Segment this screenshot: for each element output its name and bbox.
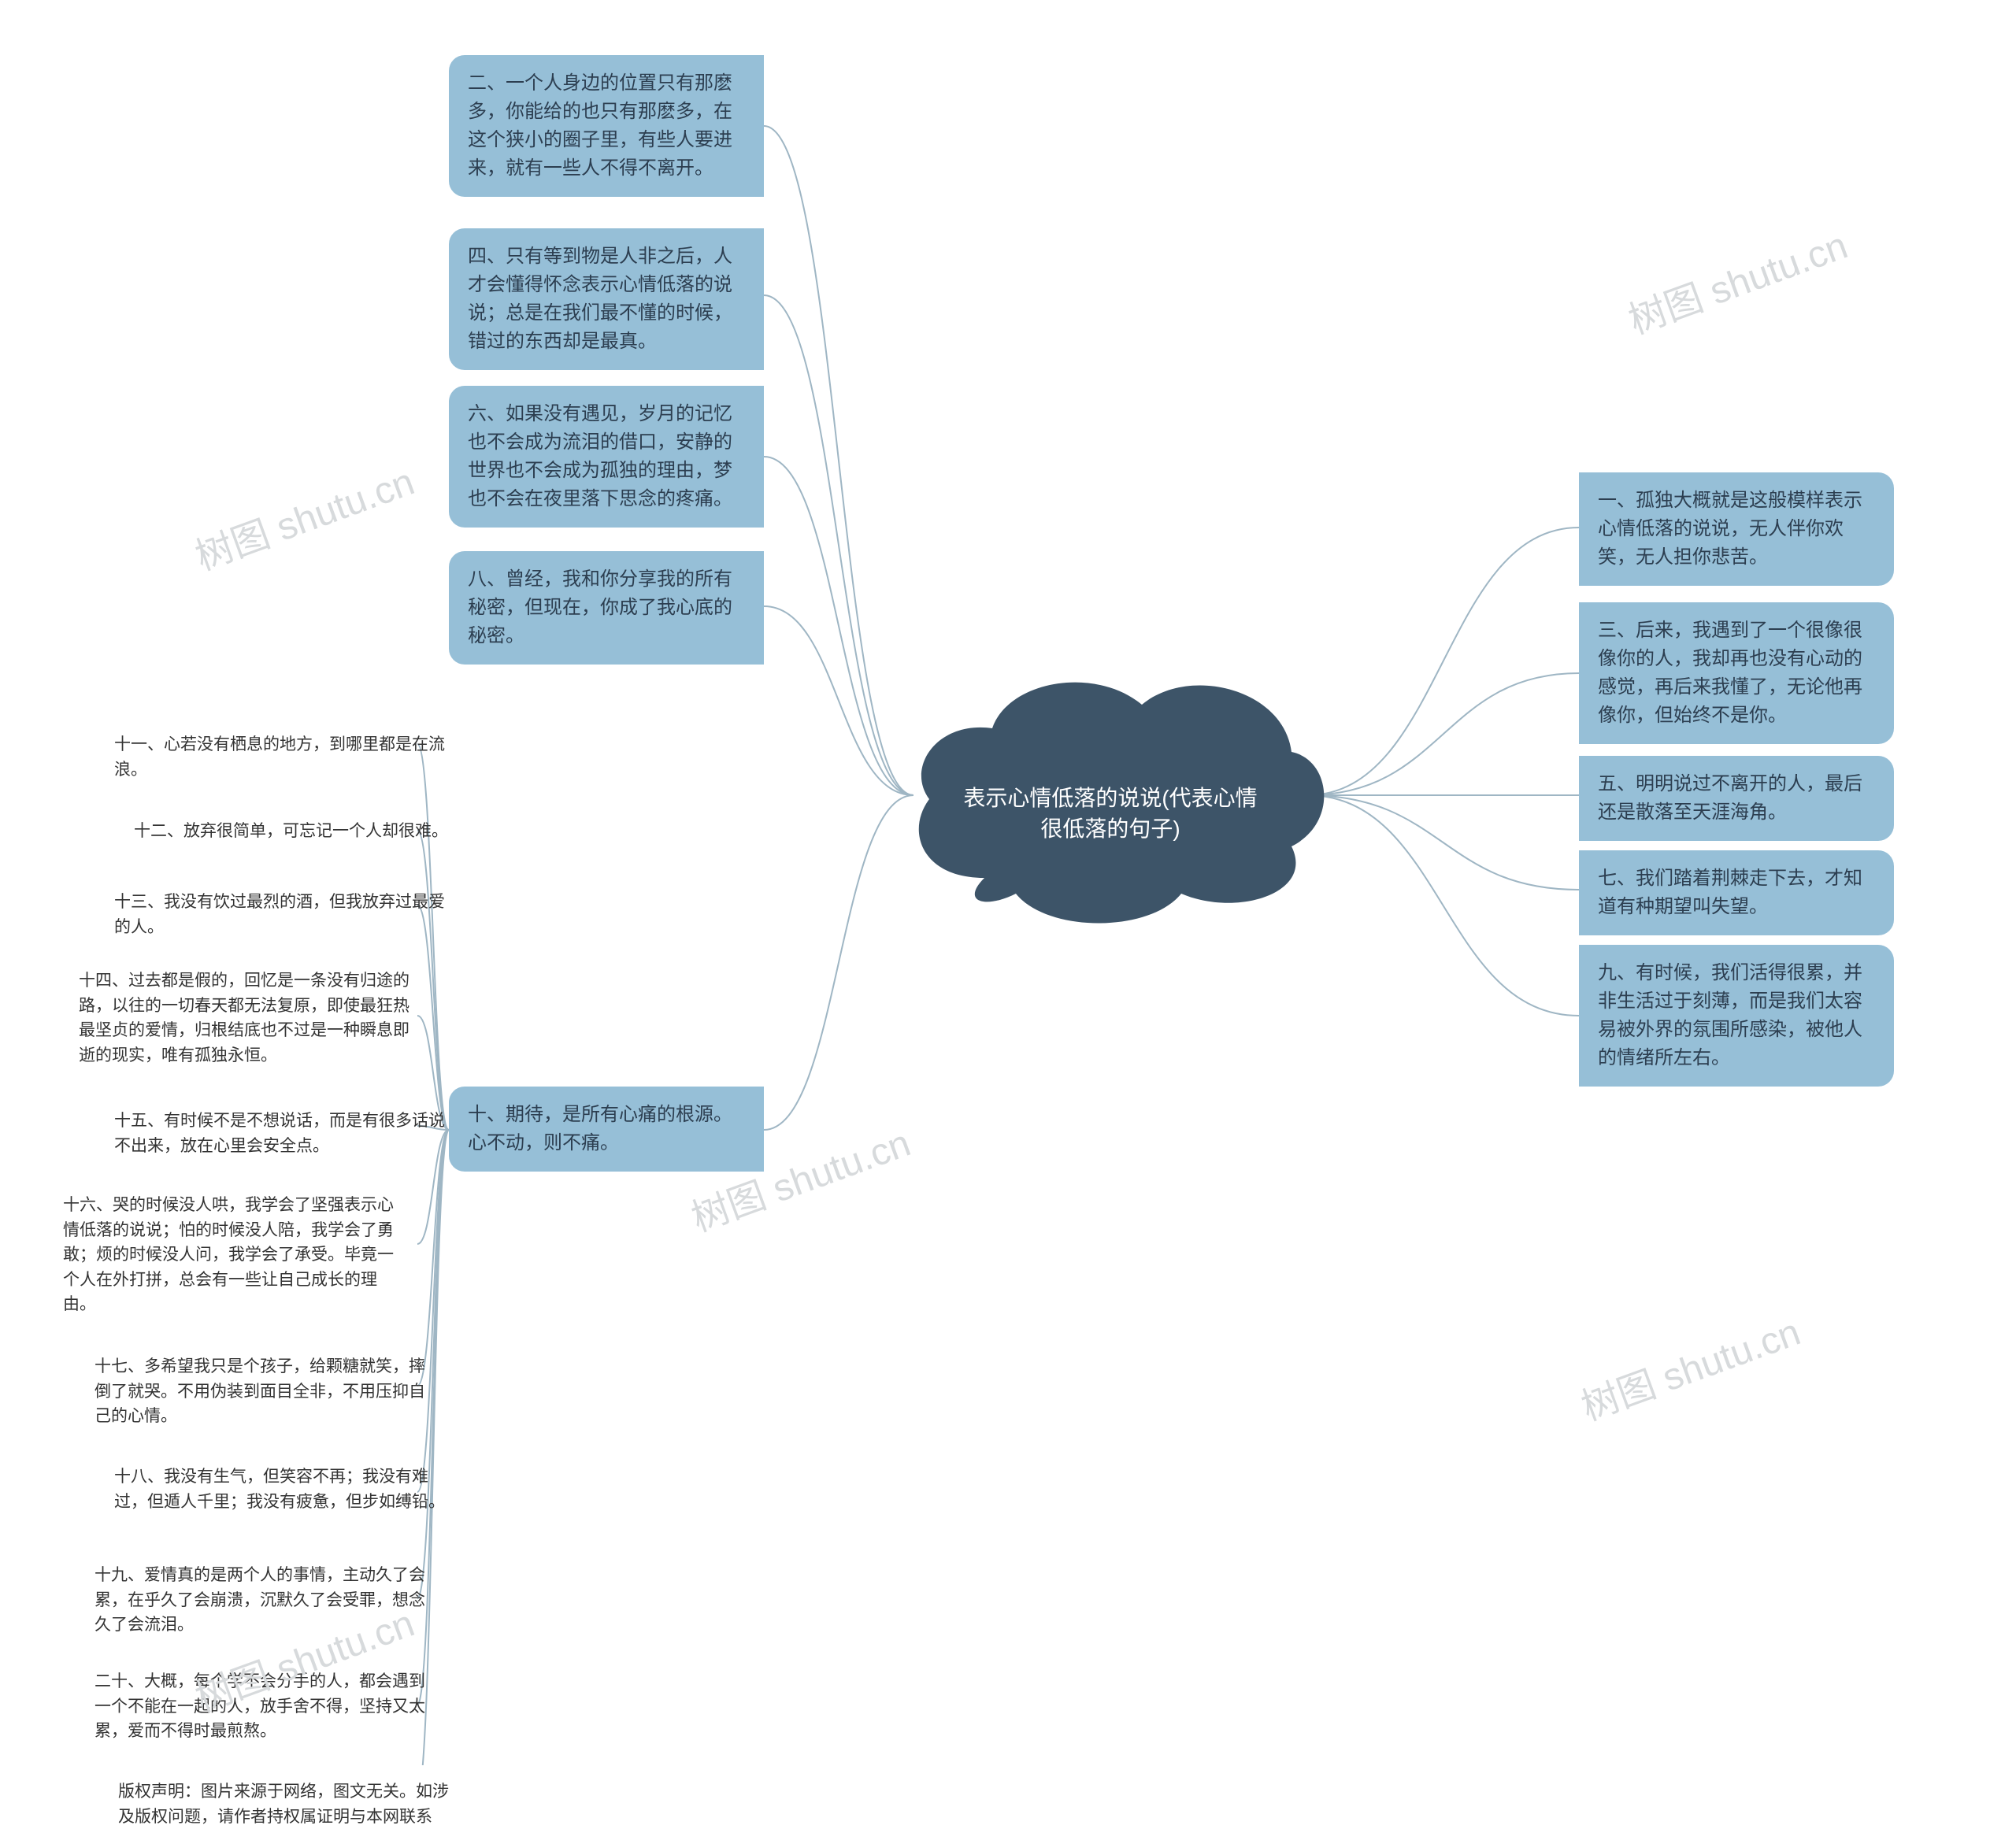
mindmap-canvas: 表示心情低落的说说(代表心情很低落的句子) 二、一个人身边的位置只有那麽多，你能… bbox=[0, 0, 2016, 1765]
leaf-15: 十五、有时候不是不想说话，而是有很多话说不出来，放在心里会安全点。 bbox=[114, 1109, 445, 1158]
leaf-11: 十一、心若没有栖息的地方，到哪里都是在流浪。 bbox=[114, 732, 445, 782]
leaf-16: 十六、哭的时候没人哄，我学会了坚强表示心情低落的说说；怕的时候没人陪，我学会了勇… bbox=[63, 1193, 394, 1317]
node-2: 二、一个人身边的位置只有那麽多，你能给的也只有那麽多，在这个狭小的圈子里，有些人… bbox=[449, 55, 764, 197]
watermark: 树图 shutu.cn bbox=[1573, 1301, 1807, 1431]
leaf-12: 十二、放弃很简单，可忘记一个人却很难。 bbox=[134, 819, 465, 844]
center-cloud: 表示心情低落的说说(代表心情很低落的句子) bbox=[890, 657, 1331, 941]
node-4: 四、只有等到物是人非之后，人才会懂得怀念表示心情低落的说说；总是在我们最不懂的时… bbox=[449, 228, 764, 370]
leaf-13: 十三、我没有饮过最烈的酒，但我放弃过最爱的人。 bbox=[114, 890, 445, 939]
node-9: 九、有时候，我们活得很累，并非生活过于刻薄，而是我们太容易被外界的氛围所感染，被… bbox=[1579, 945, 1894, 1087]
leaf-14: 十四、过去都是假的，回忆是一条没有归途的路，以往的一切春天都无法复原，即使最狂热… bbox=[79, 968, 410, 1068]
leaf-copyright: 版权声明：图片来源于网络，图文无关。如涉及版权问题，请作者持权属证明与本网联系 bbox=[118, 1779, 449, 1829]
center-title: 表示心情低落的说说(代表心情很低落的句子) bbox=[961, 783, 1260, 844]
node-3: 三、后来，我遇到了一个很像很像你的人，我却再也没有心动的感觉，再后来我懂了，无论… bbox=[1579, 602, 1894, 744]
node-8: 八、曾经，我和你分享我的所有秘密，但现在，你成了我心底的秘密。 bbox=[449, 551, 764, 665]
node-10: 十、期待，是所有心痛的根源。心不动，则不痛。 bbox=[449, 1087, 764, 1172]
node-5: 五、明明说过不离开的人，最后还是散落至天涯海角。 bbox=[1579, 756, 1894, 841]
leaf-18: 十八、我没有生气，但笑容不再；我没有难过，但遁人千里；我没有疲惫，但步如缚铅。 bbox=[114, 1464, 445, 1514]
node-6: 六、如果没有遇见，岁月的记忆也不会成为流泪的借口，安静的世界也不会成为孤独的理由… bbox=[449, 386, 764, 528]
node-1: 一、孤独大概就是这般模样表示心情低落的说说，无人伴你欢笑，无人担你悲苦。 bbox=[1579, 472, 1894, 586]
watermark: 树图 shutu.cn bbox=[1620, 214, 1854, 344]
node-7: 七、我们踏着荆棘走下去，才知道有种期望叫失望。 bbox=[1579, 850, 1894, 935]
watermark: 树图 shutu.cn bbox=[187, 450, 421, 580]
leaf-19: 十九、爱情真的是两个人的事情，主动久了会累，在乎久了会崩溃，沉默久了会受罪，想念… bbox=[94, 1563, 425, 1638]
leaf-17: 十七、多希望我只是个孩子，给颗糖就笑，摔倒了就哭。不用伪装到面目全非，不用压抑自… bbox=[94, 1354, 425, 1429]
leaf-20: 二十、大概，每个学不会分手的人，都会遇到一个不能在一起的人，放手舍不得，坚持又太… bbox=[94, 1669, 425, 1744]
